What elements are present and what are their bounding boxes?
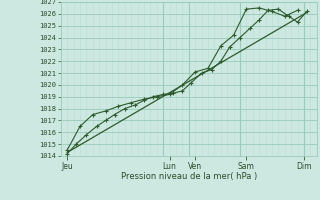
X-axis label: Pression niveau de la mer( hPa ): Pression niveau de la mer( hPa ) <box>121 172 257 181</box>
